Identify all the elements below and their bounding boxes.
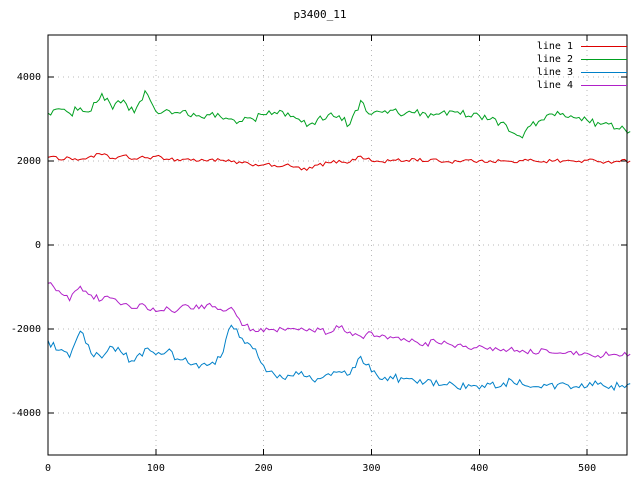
x-tick-label: 500 <box>578 463 596 474</box>
y-tick-label: -4000 <box>11 408 41 419</box>
y-tick-label: -2000 <box>11 324 41 335</box>
legend: line 1 line 2 line 3 line 4 <box>537 41 627 91</box>
series-line <box>47 324 631 392</box>
legend-label: line 3 <box>536 67 573 78</box>
legend-item: line 4 <box>537 80 627 91</box>
y-tick-label: 4000 <box>17 72 41 83</box>
series-line <box>47 153 631 171</box>
x-tick-label: 0 <box>45 463 51 474</box>
x-tick-label: 100 <box>147 463 165 474</box>
legend-label: line 4 <box>536 80 573 91</box>
x-tick-label: 200 <box>255 463 273 474</box>
x-tick-label: 300 <box>362 463 380 474</box>
series-line <box>47 89 631 139</box>
y-tick-label: 0 <box>35 240 41 251</box>
legend-item: line 1 <box>537 41 627 52</box>
legend-line-sample <box>581 72 627 73</box>
legend-item: line 2 <box>537 54 627 65</box>
legend-label: line 1 <box>536 41 573 52</box>
legend-line-sample <box>581 59 627 60</box>
legend-line-sample <box>581 46 627 47</box>
legend-label: line 2 <box>536 54 573 65</box>
y-tick-label: 2000 <box>17 156 41 167</box>
legend-item: line 3 <box>537 67 627 78</box>
chart-title: p3400_11 <box>293 8 347 21</box>
x-tick-label: 400 <box>470 463 488 474</box>
plot-border <box>47 34 628 456</box>
legend-line-sample <box>581 85 627 86</box>
series-line <box>47 282 631 359</box>
